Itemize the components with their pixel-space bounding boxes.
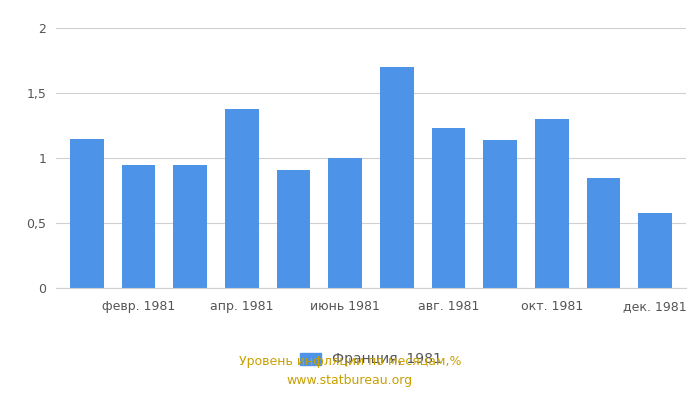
Legend: Франция, 1981: Франция, 1981 [295, 347, 447, 372]
Text: www.statbureau.org: www.statbureau.org [287, 374, 413, 387]
Bar [638, 213, 672, 288]
Bar [276, 170, 310, 288]
Bar [174, 164, 207, 288]
Bar [587, 178, 620, 288]
Bar [225, 109, 259, 288]
Bar [483, 140, 517, 288]
Bar [535, 119, 568, 288]
Bar [122, 164, 155, 288]
Text: Уровень инфляции по месяцам,%: Уровень инфляции по месяцам,% [239, 356, 461, 368]
Bar [432, 128, 466, 288]
Bar [70, 138, 104, 288]
Bar [380, 67, 414, 288]
Bar [328, 158, 362, 288]
